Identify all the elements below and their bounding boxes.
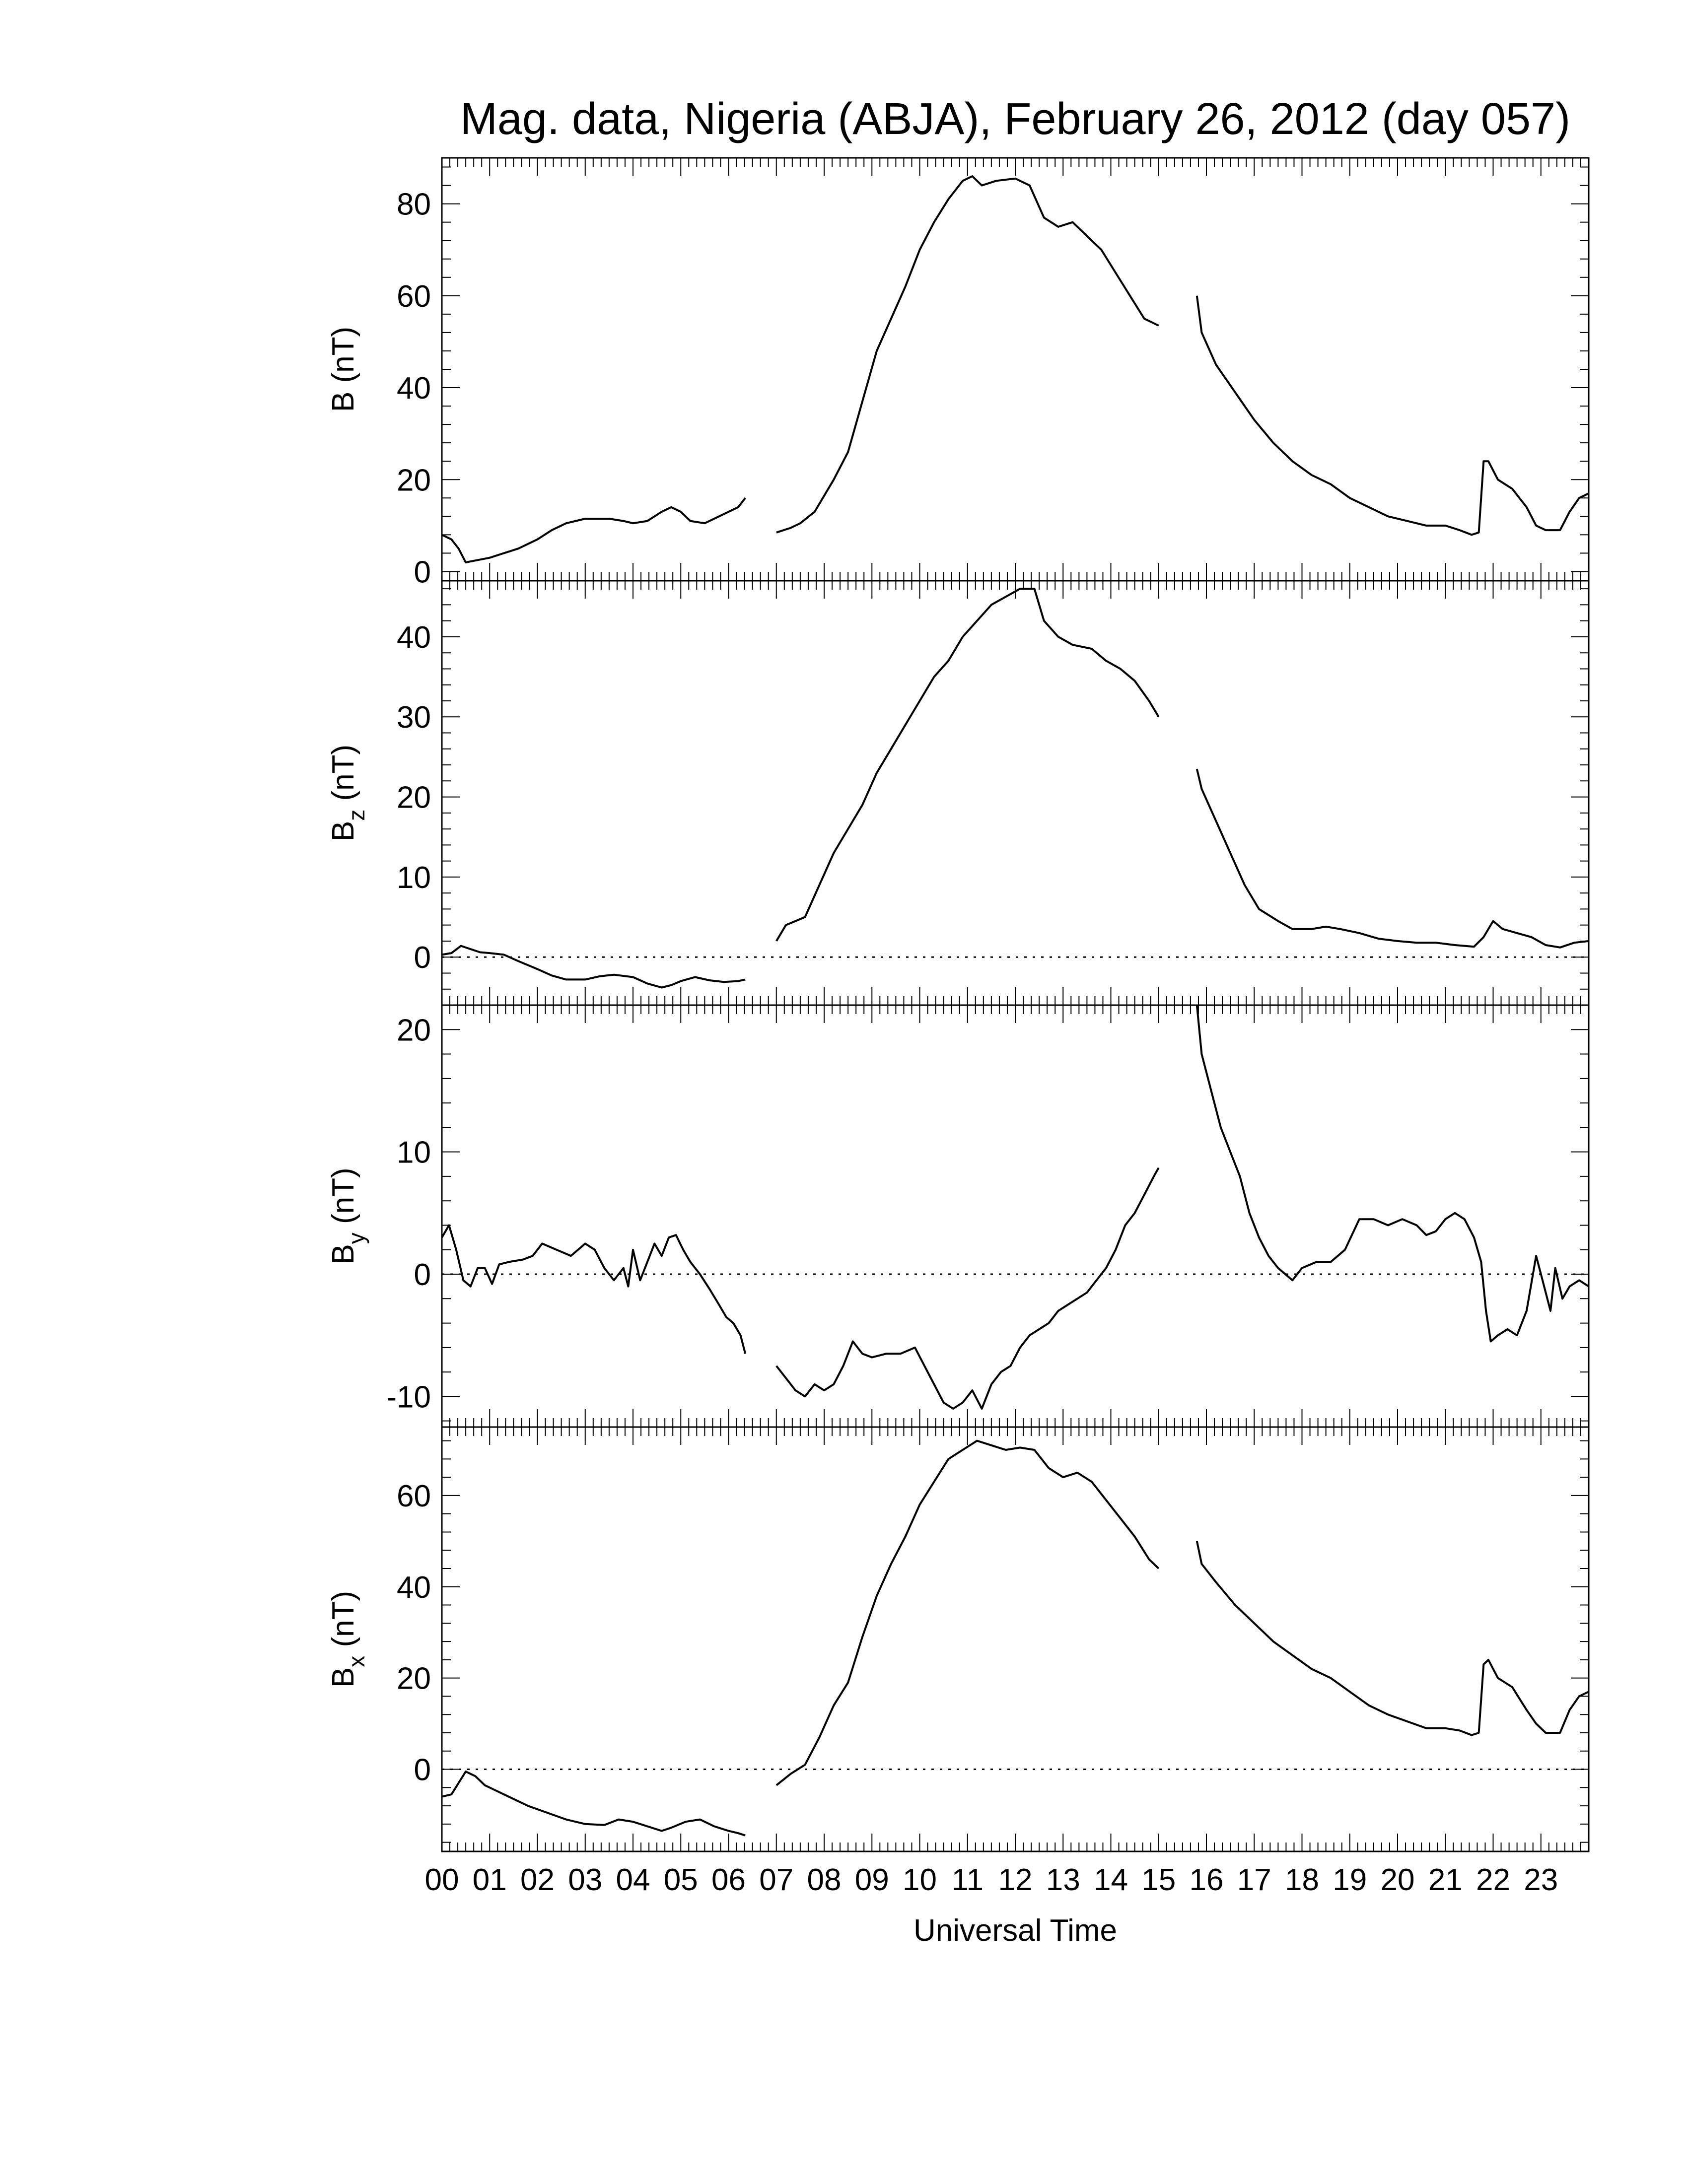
- series-line-Bz: [775, 588, 1160, 942]
- x-tick-label: 03: [568, 1863, 602, 1897]
- panel-B: 0 20 40 60 80 B (nT): [326, 157, 1590, 589]
- panel-By: -10 0 10 20 By (nT): [326, 1004, 1590, 1428]
- series-line-Bx: [1196, 1541, 1589, 1736]
- x-tick-label: 11: [952, 1863, 984, 1897]
- x-tick-label: 02: [520, 1863, 555, 1897]
- x-tick-label: 16: [1190, 1863, 1224, 1897]
- x-tick-label: 08: [807, 1863, 842, 1897]
- y-tick-label: 60: [397, 279, 431, 314]
- x-tick-label: 00: [425, 1863, 459, 1897]
- y-tick-label: 40: [397, 1570, 431, 1605]
- series-line-By: [1196, 1005, 1590, 1343]
- series-line-By: [441, 1224, 747, 1354]
- y-tick-label: -10: [386, 1380, 431, 1414]
- y-tick-label: 0: [414, 941, 431, 975]
- series-line-B: [776, 175, 1159, 534]
- y-axis-label-Bz: Bz (nT): [326, 745, 369, 841]
- series-line-B: [1196, 295, 1589, 536]
- panel-frame: [441, 1426, 1590, 1852]
- y-axis-label-unit: (nT): [326, 1591, 360, 1656]
- y-tick-label: 0: [414, 555, 431, 589]
- series-line-Bz: [1196, 768, 1589, 949]
- y-axis-label-subscript: y: [344, 1232, 369, 1244]
- x-tick-labels: 00 01 02 03 04 05 06 07 08 09 10 11 12 13 14 15 16 17 18 19…: [425, 1863, 1558, 1897]
- y-axis-label-unit: (nT): [326, 1167, 360, 1232]
- y-tick-label: 20: [397, 1013, 431, 1047]
- chart-title: Mag. data, Nigeria (ABJA), February 26, …: [460, 94, 1570, 144]
- panel-frame: [441, 580, 1590, 1006]
- y-tick-label: 30: [397, 700, 431, 735]
- x-tick-label: 07: [759, 1863, 793, 1897]
- x-tick-label: 22: [1476, 1863, 1510, 1897]
- x-tick-label: 21: [1428, 1863, 1463, 1897]
- y-tick-label: 60: [397, 1479, 431, 1513]
- series-line-By: [775, 1167, 1160, 1410]
- y-tick-label: 0: [414, 1258, 431, 1292]
- y-tick-label: 40: [397, 371, 431, 406]
- x-tick-label: 17: [1237, 1863, 1271, 1897]
- y-tick-label: 10: [397, 1136, 431, 1170]
- y-tick-label: 20: [397, 1662, 431, 1696]
- x-tick-label: 04: [616, 1863, 650, 1897]
- y-tick-label: 20: [397, 463, 431, 497]
- x-tick-label: 06: [711, 1863, 746, 1897]
- x-tick-label: 15: [1141, 1863, 1176, 1897]
- y-axis-label-main: B: [326, 821, 360, 841]
- y-axis-label-Bx: Bx (nT): [326, 1591, 369, 1688]
- y-tick-label: 0: [414, 1753, 431, 1787]
- y-axis-label-subscript: z: [344, 810, 369, 821]
- y-axis-label-main: B: [326, 1244, 360, 1264]
- x-tick-label: 09: [855, 1863, 889, 1897]
- y-axis-label-unit: (nT): [326, 327, 360, 392]
- series-line-Bz: [441, 945, 746, 989]
- x-tick-label: 18: [1285, 1863, 1319, 1897]
- x-tick-label: 20: [1381, 1863, 1415, 1897]
- y-tick-label: 10: [397, 861, 431, 895]
- y-axis-label-main: B: [326, 392, 360, 412]
- series-line-Bx: [441, 1771, 746, 1837]
- x-tick-label: 13: [1046, 1863, 1080, 1897]
- panel-Bz: 0 10 20 30 40 Bz (nT): [326, 580, 1590, 1006]
- x-tick-label: 01: [473, 1863, 507, 1897]
- panel-frame: [441, 157, 1590, 582]
- y-axis-label-unit: (nT): [326, 745, 360, 810]
- x-tick-label: 19: [1333, 1863, 1367, 1897]
- panel-Bx: 0 20 40 60 Bx (nT): [326, 1426, 1590, 1852]
- y-axis-label-subscript: x: [344, 1656, 369, 1667]
- y-tick-label: 80: [397, 188, 431, 222]
- x-tick-label: 05: [664, 1863, 698, 1897]
- y-tick-label: 40: [397, 620, 431, 655]
- y-tick-label: 20: [397, 781, 431, 815]
- x-axis-label: Universal Time: [914, 1913, 1117, 1948]
- panels-group: 0 20 40 60 80 B (nT) 0 10 20 30 40 Bz (nT) -10 0 10 20 B…: [326, 157, 1590, 1852]
- y-axis-label-B: B (nT): [326, 327, 360, 412]
- x-tick-label: 12: [998, 1863, 1033, 1897]
- x-tick-label: 10: [903, 1863, 937, 1897]
- y-axis-label-main: B: [326, 1667, 360, 1688]
- y-axis-label-By: By (nT): [326, 1167, 369, 1264]
- series-line-B: [441, 497, 746, 563]
- series-line-Bx: [775, 1439, 1160, 1786]
- x-tick-label: 14: [1094, 1863, 1128, 1897]
- panel-frame: [441, 1004, 1590, 1428]
- x-tick-label: 23: [1524, 1863, 1558, 1897]
